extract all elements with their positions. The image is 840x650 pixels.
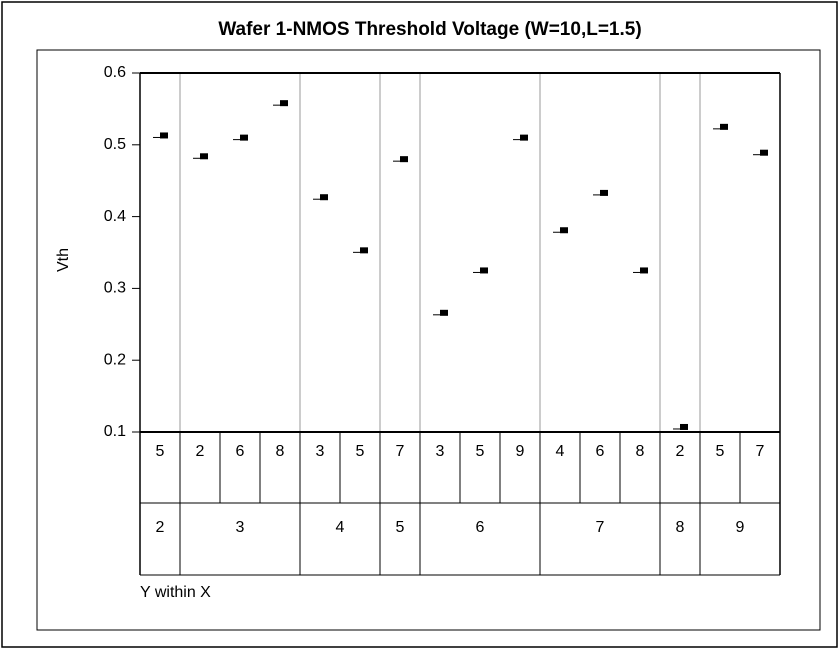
level-label: 8: [276, 443, 285, 460]
y-tick-label: 0.5: [104, 136, 126, 153]
point: [760, 149, 768, 156]
level-label: 5: [356, 443, 365, 460]
level-label: 2: [676, 443, 685, 460]
y-tick-label: 0.2: [104, 351, 126, 368]
level-label: 4: [556, 443, 565, 460]
level-label: 6: [236, 443, 245, 460]
chart-title: Wafer 1-NMOS Threshold Voltage (W=10,L=1…: [218, 19, 641, 40]
group-label: 7: [596, 519, 605, 536]
level-label: 2: [196, 443, 205, 460]
group-label: 2: [156, 519, 165, 536]
level-label: 6: [596, 443, 605, 460]
level-label: 3: [436, 443, 445, 460]
level-label: 7: [396, 443, 405, 460]
point: [440, 309, 448, 316]
y-tick-label: 0.6: [104, 64, 126, 81]
point: [400, 156, 408, 163]
point: [680, 423, 688, 430]
point: [640, 267, 648, 274]
point: [480, 267, 488, 274]
y-tick-label: 0.1: [104, 423, 126, 440]
group-label: 6: [476, 519, 485, 536]
point: [520, 134, 528, 141]
level-label: 5: [156, 443, 165, 460]
y-tick-label: 0.3: [104, 280, 126, 297]
point: [320, 194, 328, 201]
point: [280, 100, 288, 107]
point: [720, 123, 728, 130]
group-label: 9: [736, 519, 745, 536]
inner-frame: [36, 49, 821, 631]
group-label: 8: [676, 519, 685, 536]
level-label: 5: [476, 443, 485, 460]
level-label: 8: [636, 443, 645, 460]
point: [360, 247, 368, 254]
group-label: 3: [236, 519, 245, 536]
y-axis-label: Vth: [55, 248, 72, 272]
group-label: 4: [336, 519, 345, 536]
level-label: 3: [316, 443, 325, 460]
point: [560, 227, 568, 234]
point: [200, 153, 208, 160]
group-label: 5: [396, 519, 405, 536]
level-label: 5: [716, 443, 725, 460]
level-label: 9: [516, 443, 525, 460]
level-label: 7: [756, 443, 765, 460]
point: [600, 189, 608, 196]
point: [240, 134, 248, 141]
x-axis-label: Y within X: [140, 584, 211, 601]
y-tick-label: 0.4: [104, 208, 126, 225]
point: [160, 132, 168, 139]
